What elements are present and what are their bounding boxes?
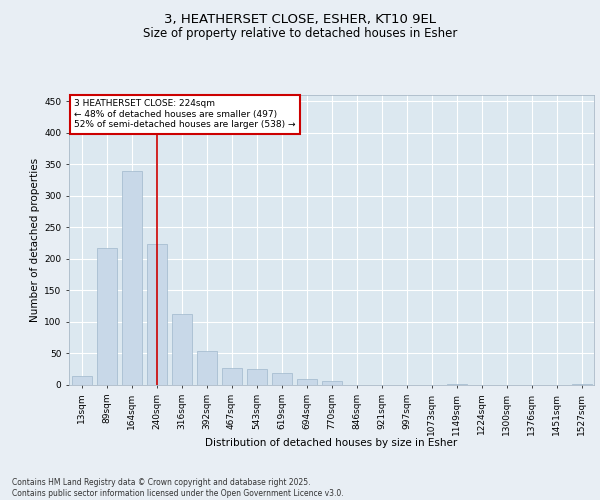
Bar [322,381,341,385]
Bar [571,384,592,385]
Text: Size of property relative to detached houses in Esher: Size of property relative to detached ho… [143,28,457,40]
Bar [197,351,217,385]
X-axis label: Distribution of detached houses by size in Esher: Distribution of detached houses by size … [205,438,458,448]
Bar [121,170,142,385]
Text: Contains HM Land Registry data © Crown copyright and database right 2025.
Contai: Contains HM Land Registry data © Crown c… [12,478,344,498]
Bar [296,380,317,385]
Bar [172,314,191,385]
Text: 3, HEATHERSET CLOSE, ESHER, KT10 9EL: 3, HEATHERSET CLOSE, ESHER, KT10 9EL [164,12,436,26]
Y-axis label: Number of detached properties: Number of detached properties [30,158,40,322]
Bar [221,368,241,385]
Bar [146,244,167,385]
Bar [71,376,91,385]
Bar [271,373,292,385]
Bar [446,384,467,385]
Text: 3 HEATHERSET CLOSE: 224sqm
← 48% of detached houses are smaller (497)
52% of sem: 3 HEATHERSET CLOSE: 224sqm ← 48% of deta… [74,100,296,129]
Bar [247,368,266,385]
Bar [97,248,116,385]
